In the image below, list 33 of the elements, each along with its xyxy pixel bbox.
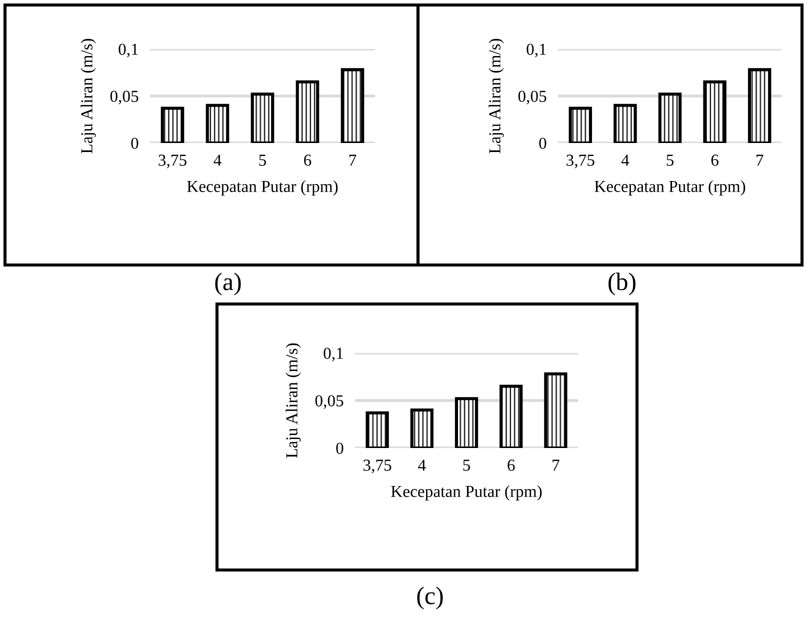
x-tick-label: 7 bbox=[756, 154, 764, 166]
x-tick-label: 6 bbox=[711, 154, 718, 166]
x-tick-label: 4 bbox=[214, 154, 222, 166]
x-axis-title: Kecepatan Putar (rpm) bbox=[391, 485, 542, 500]
x-tick-label: 7 bbox=[349, 154, 356, 166]
x-tick-label: 4 bbox=[621, 154, 630, 166]
x-axis-title: Kecepatan Putar (rpm) bbox=[594, 180, 746, 196]
y-tick-label: 0 bbox=[336, 442, 344, 454]
y-tick-label: 0,1 bbox=[526, 44, 546, 58]
y-tick-label: 0,05 bbox=[110, 90, 138, 104]
y-tick-label: 0,1 bbox=[118, 44, 138, 58]
x-tick-label: 5 bbox=[259, 154, 266, 166]
x-tick-label: 7 bbox=[552, 460, 560, 471]
text: (b) bbox=[608, 272, 636, 296]
x-tick-label: 3,75 bbox=[364, 460, 392, 474]
x-tick-label: 6 bbox=[304, 154, 312, 166]
text: (a) bbox=[215, 272, 241, 296]
y-axis-title: Laju Aliran (m/s) bbox=[286, 343, 301, 458]
y-tick-label: 0,05 bbox=[315, 395, 344, 409]
x-tick-label: 4 bbox=[418, 460, 426, 471]
x-tick-label: 6 bbox=[508, 460, 515, 471]
x-tick-label: 3,75 bbox=[158, 154, 186, 168]
y-tick-label: 0,05 bbox=[518, 90, 546, 104]
x-tick-label: 3,75 bbox=[566, 154, 594, 168]
x-tick-label: 5 bbox=[666, 154, 674, 166]
x-axis-title: Kecepatan Putar (rpm) bbox=[187, 180, 338, 196]
x-tick-label: 5 bbox=[463, 460, 470, 471]
y-tick-label: 0 bbox=[539, 138, 546, 149]
y-tick-label: 0 bbox=[131, 138, 138, 149]
y-axis-title: Laju Aliran (m/s) bbox=[80, 38, 96, 154]
y-axis-title: Laju Aliran (m/s) bbox=[488, 38, 504, 154]
y-tick-label: 0,1 bbox=[324, 348, 343, 362]
text: (c) bbox=[417, 586, 443, 610]
